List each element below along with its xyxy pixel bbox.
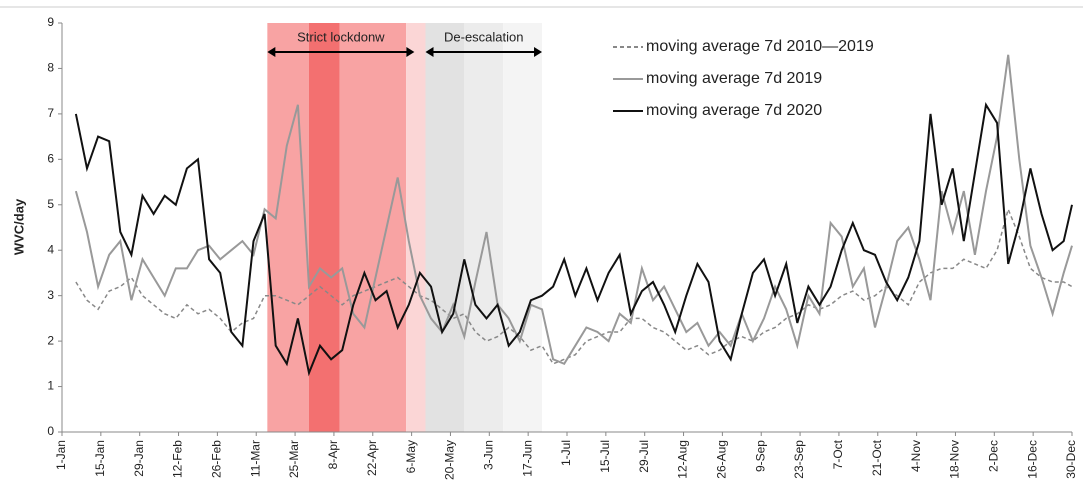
annotation-text: De-escalation [444,29,524,44]
x-tick-label: 29-Jan [132,440,146,477]
shaded-span [339,23,407,432]
shaded-span [406,23,426,432]
x-tick-label: 8-Apr [326,440,340,469]
y-tick-label: 9 [47,15,54,29]
legend-label: moving average 7d 2010—2019 [646,38,874,55]
y-tick-label: 1 [47,379,54,393]
shaded-span [464,23,504,432]
x-tick-label: 20-May [443,440,457,480]
series-line [74,54,1073,366]
x-tick-label: 7-Oct [831,439,845,469]
y-tick-label: 3 [47,288,54,302]
y-axis-label: WVC/day [11,198,26,255]
shaded-span [267,23,309,432]
x-tick-label: 1-Jan [54,440,68,470]
series-line [75,206,1073,365]
y-tick-label: 5 [47,197,54,211]
x-tick-label: 26-Feb [210,440,224,478]
arrow-head [534,47,543,57]
x-tick-label: 3-Jun [481,440,495,470]
x-tick-label: 15-Jan [93,440,107,477]
arrow-head [267,47,276,57]
x-tick-label: 11-Mar [248,440,262,477]
x-tick-label: 15-Jul [598,440,612,473]
x-tick-label: 21-Oct [870,439,884,476]
x-tick-label: 23-Sep [792,440,806,479]
arrow-head [425,47,434,57]
x-tick-label: 26-Aug [715,440,729,479]
x-tick-label: 6-May [404,440,418,473]
legend-label: moving average 7d 2020 [646,102,822,119]
y-tick-label: 8 [47,61,54,75]
x-tick-label: 4-Nov [909,440,923,472]
spans [267,23,543,432]
x-tick-label: 22-Apr [365,440,379,476]
x-tick-label: 12-Aug [676,440,690,479]
legend-label: moving average 7d 2019 [646,70,822,87]
x-tick-label: 2-Dec [986,440,1000,472]
y-tick-label: 7 [47,106,54,120]
x-tick-label: 9-Sep [753,440,767,472]
x-tick-label: 16-Dec [1025,440,1039,479]
x-tick-label: 1-Jul [559,440,573,466]
x-tick-label: 18-Nov [948,440,962,479]
y-tick-label: 6 [47,152,54,166]
arrow-head [406,47,415,57]
shaded-span [308,23,340,432]
y-tick-label: 0 [47,424,54,438]
y-tick-label: 4 [47,242,54,256]
y-tick-label: 2 [47,333,54,347]
plot [74,54,1073,377]
x-tick-label: 29-Jul [637,440,651,473]
x-tick-label: 30-Dec [1064,440,1078,479]
annotation-text: Strict lockdonw [297,29,385,44]
x-tick-label: 17-Jun [520,440,534,477]
shaded-span [425,23,465,432]
x-tick-label: 12-Feb [171,440,185,478]
series-line [74,101,1073,377]
shaded-span [503,23,543,432]
x-tick-label: 25-Mar [287,440,301,478]
